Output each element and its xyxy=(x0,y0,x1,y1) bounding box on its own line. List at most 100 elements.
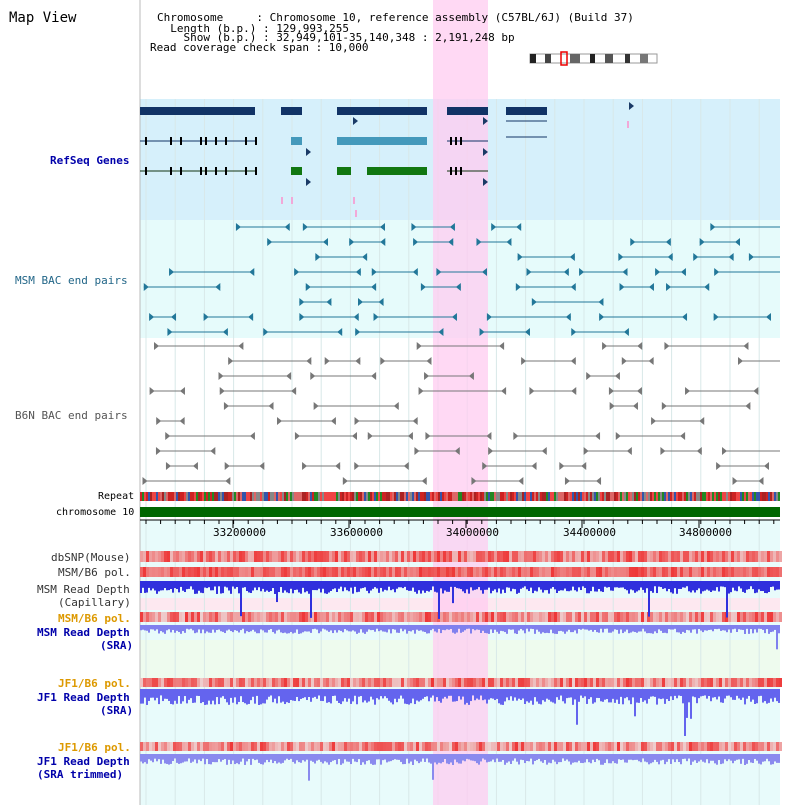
read-depth-bar xyxy=(478,625,480,630)
polymorphism-cell xyxy=(590,678,593,687)
track-label-refseq[interactable]: RefSeq Genes xyxy=(50,154,130,167)
polymorphism-cell xyxy=(611,678,614,687)
gene-arrow xyxy=(629,102,634,110)
read-depth-bar xyxy=(352,625,354,631)
polymorphism-cell xyxy=(356,612,359,622)
read-depth-bar xyxy=(416,754,418,762)
repeat-block xyxy=(616,492,618,501)
read-depth-bar xyxy=(148,689,150,701)
read-depth-bar xyxy=(568,689,570,698)
polymorphism-cell xyxy=(455,612,458,622)
polymorphism-cell xyxy=(479,612,482,622)
repeat-block xyxy=(412,492,414,501)
read-depth-bar xyxy=(696,754,698,763)
read-depth-bar xyxy=(190,689,192,699)
read-depth-bar xyxy=(332,625,334,634)
read-depth-bar xyxy=(188,581,190,589)
read-depth-bar xyxy=(194,754,196,760)
polymorphism-cell xyxy=(260,678,263,687)
polymorphism-cell xyxy=(626,612,629,622)
polymorphism-cell xyxy=(206,567,209,577)
repeat-block xyxy=(776,492,778,501)
polymorphism-cell xyxy=(290,612,293,622)
gene-exon-tick xyxy=(170,167,172,175)
read-depth-bar xyxy=(590,581,592,592)
polymorphism-cell xyxy=(299,678,302,687)
track-label-jf1-depth-sra: JF1 Read Depth xyxy=(37,691,130,704)
b6n-bac-pair-arrow xyxy=(626,447,632,455)
read-depth-bar xyxy=(254,754,256,761)
read-depth-bar xyxy=(154,581,156,591)
read-depth-bar xyxy=(194,689,196,703)
read-depth-bar xyxy=(312,625,314,630)
read-depth-bar xyxy=(700,689,702,697)
read-depth-bar xyxy=(572,625,574,633)
b6n-bac-pair-arrow xyxy=(651,417,657,425)
read-depth-bar xyxy=(502,689,504,705)
polymorphism-cell xyxy=(473,567,476,577)
read-depth-bar xyxy=(216,625,218,631)
read-depth-bar xyxy=(268,689,270,697)
polymorphism-cell xyxy=(335,678,338,687)
read-depth-bar xyxy=(372,754,374,765)
read-depth-bar xyxy=(564,689,566,704)
read-depth-bar xyxy=(424,689,426,697)
msm-bac-pair-arrow xyxy=(451,313,457,321)
polymorphism-cell xyxy=(563,678,566,687)
polymorphism-cell xyxy=(260,612,263,622)
polymorphism-cell xyxy=(389,678,392,687)
read-depth-bar xyxy=(204,625,206,634)
read-depth-bar xyxy=(472,689,474,696)
polymorphism-cell xyxy=(284,567,287,577)
repeat-block xyxy=(196,492,198,501)
repeat-block xyxy=(314,492,316,501)
read-depth-bar xyxy=(170,754,172,764)
read-depth-bar xyxy=(324,581,326,594)
read-depth-bar xyxy=(568,581,570,592)
polymorphism-cell xyxy=(548,678,551,687)
track-label-msm-bac[interactable]: MSM BAC end pairs xyxy=(15,274,128,287)
track-label-b6n-bac[interactable]: B6N BAC end pairs xyxy=(15,409,128,422)
read-depth-bar xyxy=(670,754,672,764)
read-depth-bar xyxy=(282,689,284,702)
b6n-bac-pair-arrow xyxy=(354,462,360,470)
repeat-block xyxy=(436,492,438,501)
read-depth-bar xyxy=(244,625,246,634)
read-depth-bar xyxy=(248,625,250,633)
read-depth-bar xyxy=(300,754,302,763)
polymorphism-cell xyxy=(536,567,539,577)
repeat-block xyxy=(206,492,208,501)
polymorphism-cell xyxy=(326,567,329,577)
polymorphism-cell xyxy=(491,612,494,622)
polymorphism-cell xyxy=(299,567,302,577)
read-depth-bar xyxy=(186,581,188,590)
read-depth-bar xyxy=(160,689,162,696)
msm-bac-pair-arrow xyxy=(481,268,487,276)
read-depth-bar xyxy=(552,689,554,703)
read-depth-bar xyxy=(142,689,144,704)
read-depth-bar xyxy=(714,625,716,629)
read-depth-bar xyxy=(752,754,754,764)
read-depth-bar xyxy=(296,754,298,761)
polymorphism-cell xyxy=(329,551,332,562)
polymorphism-cell xyxy=(278,678,281,687)
read-depth-bar xyxy=(562,581,564,591)
b6n-bac-pair-arrow xyxy=(482,462,488,470)
read-depth-bar xyxy=(292,625,294,634)
b6n-bac-pair-arrow xyxy=(696,447,702,455)
polymorphism-cell xyxy=(296,567,299,577)
polymorphism-cell xyxy=(212,567,215,577)
polymorphism-cell xyxy=(692,612,695,622)
read-depth-bar xyxy=(622,581,624,588)
repeat-block xyxy=(590,492,592,501)
read-depth-bar xyxy=(208,625,210,633)
read-depth-bar xyxy=(418,581,420,591)
read-depth-bar xyxy=(464,689,466,705)
repeat-block xyxy=(710,492,712,501)
polymorphism-cell xyxy=(356,551,359,562)
read-depth-bar xyxy=(540,689,542,705)
read-depth-bar xyxy=(354,625,356,632)
polymorphism-cell xyxy=(335,567,338,577)
polymorphism-cell xyxy=(668,551,671,562)
